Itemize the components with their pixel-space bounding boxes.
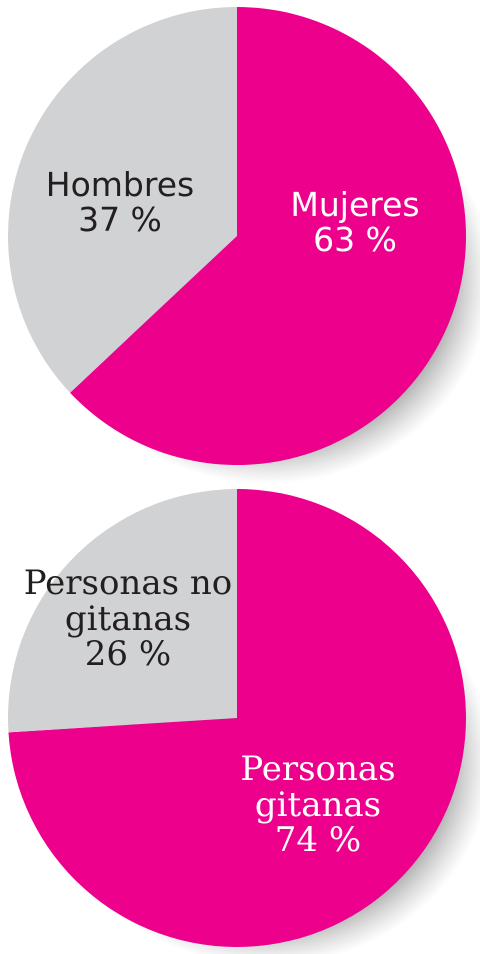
pie-slice [8, 489, 466, 947]
slice-name: Personas no gitanas [23, 563, 233, 639]
slice-name: Hombres [45, 165, 195, 204]
slice-value: 74 % [274, 820, 362, 861]
pie-slice [7, 489, 237, 733]
slice-value: 26 % [84, 634, 172, 675]
slice-label: Hombres 37 % [20, 165, 220, 239]
slice-label: Mujeres 63 % [255, 185, 455, 259]
slice-value: 37 % [78, 199, 162, 239]
pie-slice [8, 7, 237, 393]
slice-label: Personas gitanas 74 % [218, 749, 418, 861]
slice-name: Mujeres [290, 185, 420, 224]
slice-label: Personas no gitanas 26 % [18, 563, 238, 675]
slice-value: 63 % [313, 219, 397, 259]
slice-name: Personas gitanas [240, 749, 396, 825]
pie-slice [70, 7, 467, 465]
